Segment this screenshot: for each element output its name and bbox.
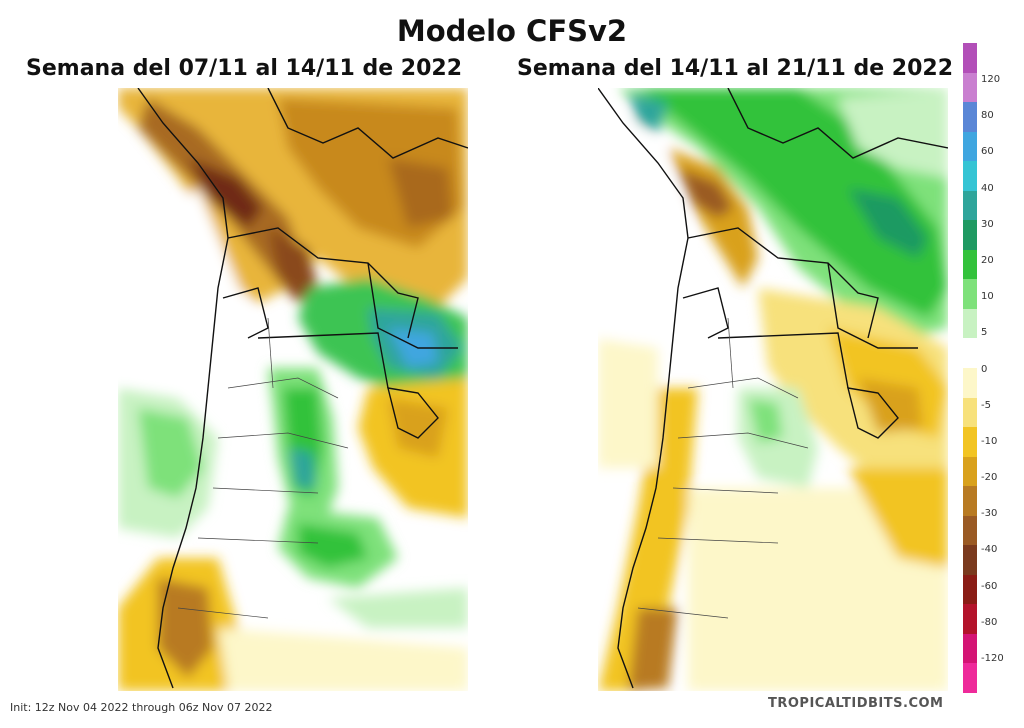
borders-week2 <box>598 88 948 689</box>
colorbar-segment <box>963 161 977 192</box>
colorbar-segment <box>963 338 977 369</box>
colorbar-segment <box>963 633 977 664</box>
colorbar-segment <box>963 604 977 635</box>
colorbar-segment <box>963 663 977 694</box>
colorbar-label: -30 <box>981 508 998 520</box>
colorbar-label: -60 <box>981 580 998 592</box>
provinces-week2 <box>637 317 809 619</box>
map-week1 <box>118 88 468 691</box>
colorbar <box>963 43 977 694</box>
colorbar-label: -5 <box>981 399 991 411</box>
colorbar-label: 60 <box>981 146 994 158</box>
map-week2-svg <box>598 88 948 691</box>
colorbar-segment <box>963 131 977 162</box>
colorbar-segment <box>963 545 977 576</box>
anomaly-fields-week2 <box>598 88 948 691</box>
anomaly-fields-week1 <box>118 88 468 691</box>
colorbar-segment <box>963 190 977 221</box>
init-info: Init: 12z Nov 04 2022 through 06z Nov 07… <box>10 701 273 714</box>
source-credit: TROPICALTIDBITS.COM <box>768 696 944 711</box>
colorbar-label: 10 <box>981 291 994 303</box>
map-week1-svg <box>118 88 468 691</box>
colorbar-label: 120 <box>981 74 1001 85</box>
colorbar-segment <box>963 43 977 74</box>
colorbar-segment <box>963 72 977 103</box>
colorbar-segment <box>963 308 977 339</box>
colorbar-label: -120 <box>981 653 1004 664</box>
colorbar-segment <box>963 249 977 280</box>
colorbar-label: 80 <box>981 110 994 122</box>
colorbar-label: -40 <box>981 544 998 556</box>
colorbar-label: 40 <box>981 182 994 194</box>
colorbar-segment <box>963 427 977 458</box>
colorbar-segment <box>963 279 977 310</box>
colorbar-label: 0 <box>981 363 988 375</box>
colorbar-segment <box>963 574 977 605</box>
colorbar-segment <box>963 220 977 251</box>
provinces-week1 <box>177 317 349 619</box>
colorbar-label: -80 <box>981 616 998 628</box>
borders-week1 <box>137 88 468 689</box>
colorbar-segment <box>963 486 977 517</box>
colorbar-label: 5 <box>981 327 988 339</box>
main-title: Modelo CFSv2 <box>396 14 628 48</box>
panel-title-week1: Semana del 07/11 al 14/11 de 2022 <box>26 56 463 81</box>
colorbar-segment <box>963 102 977 133</box>
colorbar-segment <box>963 515 977 546</box>
colorbar-segment <box>963 456 977 487</box>
colorbar-segment <box>963 397 977 428</box>
panel-title-week2: Semana del 14/11 al 21/11 de 2022 <box>517 56 954 81</box>
colorbar-label: 20 <box>981 254 994 266</box>
colorbar-label: -20 <box>981 472 998 484</box>
colorbar-segment <box>963 368 977 399</box>
colorbar-label: -10 <box>981 435 998 447</box>
map-week2 <box>598 88 948 691</box>
colorbar-label: 30 <box>981 218 994 230</box>
